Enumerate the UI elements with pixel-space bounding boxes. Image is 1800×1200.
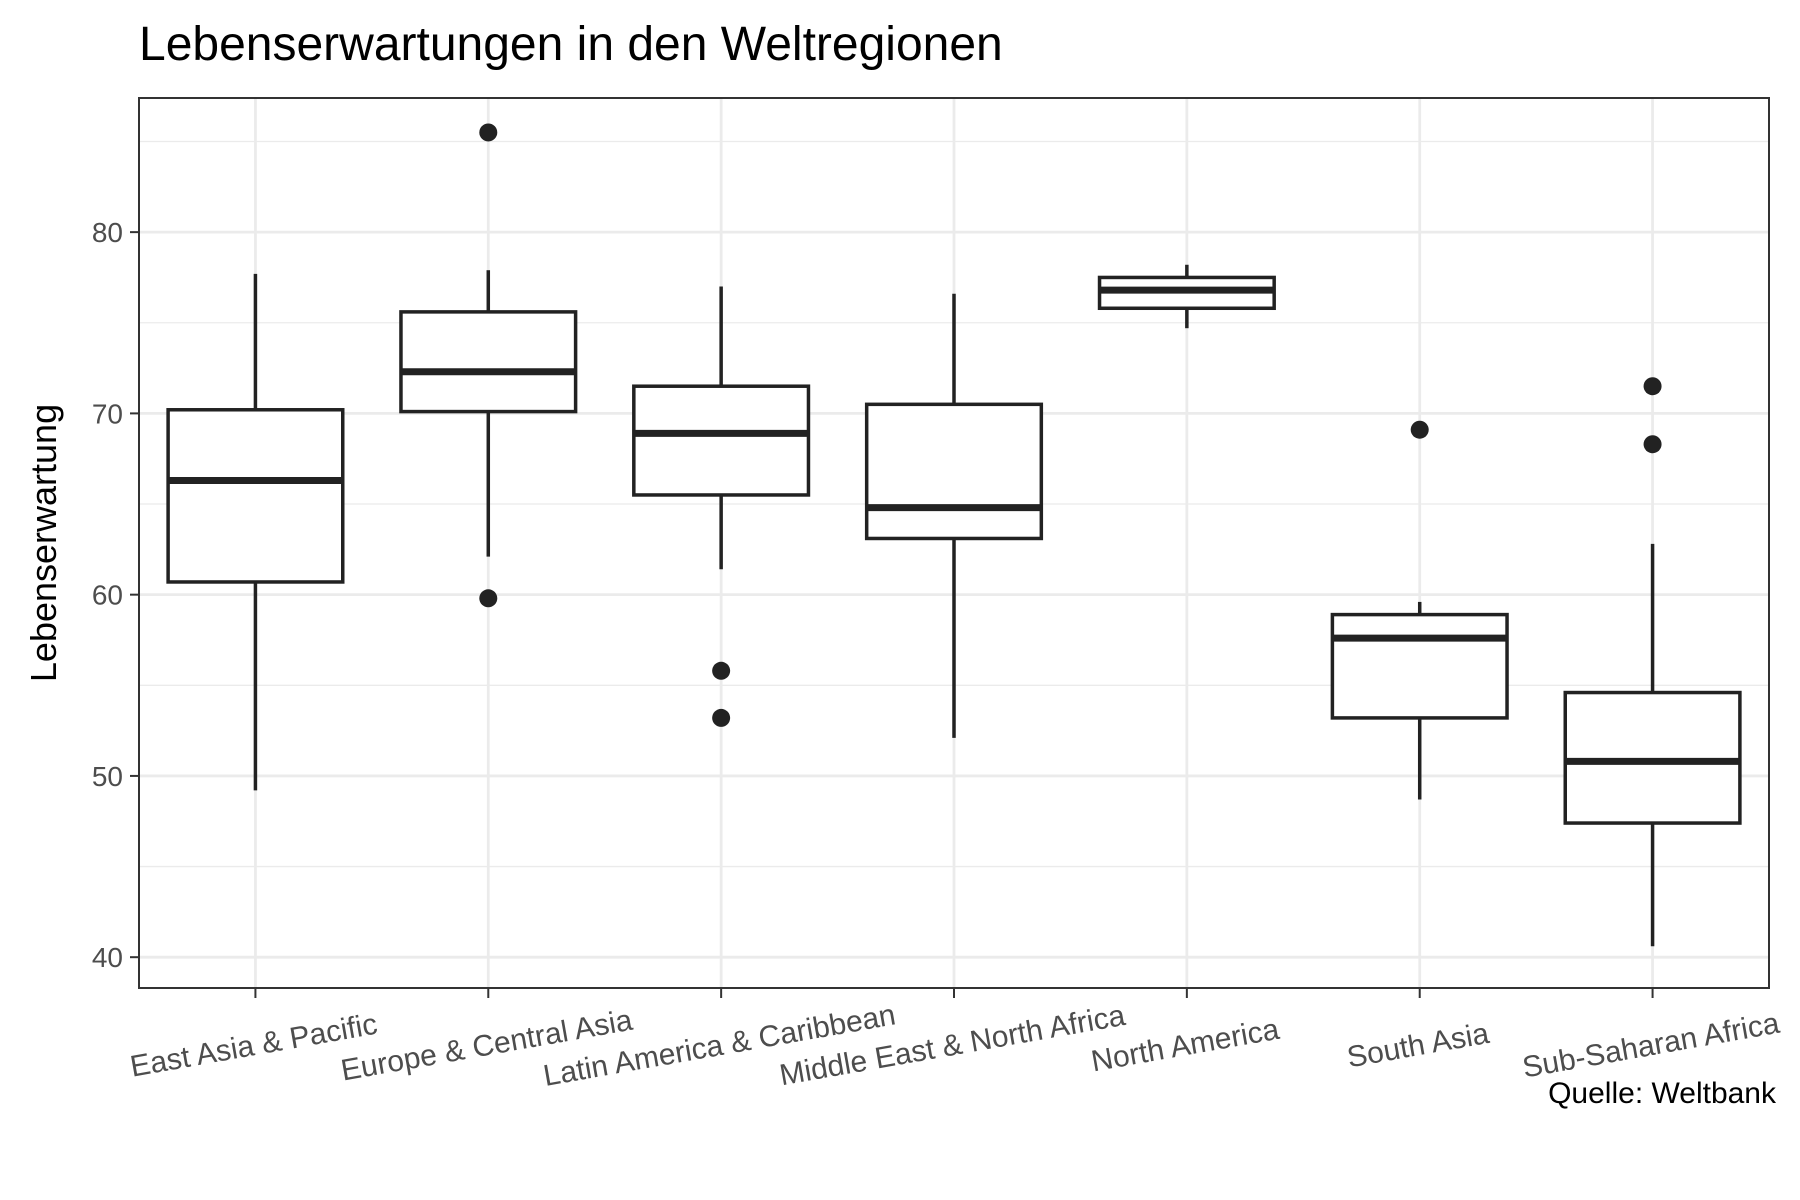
y-tick-label: 40 xyxy=(92,942,123,973)
box-iqr xyxy=(632,384,811,497)
box-group xyxy=(1330,420,1509,800)
box-iqr xyxy=(1330,612,1509,720)
outlier-point xyxy=(1410,420,1429,439)
outlier-point xyxy=(1643,435,1662,454)
chart-caption: Quelle: Weltbank xyxy=(1548,1077,1777,1110)
x-tick-label: South Asia xyxy=(1345,1017,1492,1074)
y-tick-label: 80 xyxy=(92,217,123,248)
y-axis-label: Lebenserwartung xyxy=(23,404,64,682)
outlier-point xyxy=(712,708,731,727)
box-group xyxy=(399,123,578,608)
outlier-point xyxy=(712,661,731,680)
outlier-point xyxy=(1643,377,1662,396)
box-iqr xyxy=(864,402,1044,541)
outlier-point xyxy=(479,589,498,608)
box-group xyxy=(632,286,811,727)
box-iqr xyxy=(399,310,578,414)
box-iqr xyxy=(166,408,345,584)
box-group xyxy=(864,293,1044,738)
box-group xyxy=(1097,264,1276,329)
y-tick-label: 50 xyxy=(92,761,123,792)
y-tick-label: 60 xyxy=(92,580,123,611)
box-layer xyxy=(166,123,1742,947)
box-group xyxy=(166,273,345,791)
y-tick-label: 70 xyxy=(92,398,123,429)
x-tick-label: Sub-Saharan Africa xyxy=(1520,1007,1782,1085)
box-group xyxy=(1563,377,1742,947)
chart-title: Lebenserwartungen in den Weltregionen xyxy=(139,18,1003,71)
box-iqr xyxy=(1563,690,1742,825)
outlier-point xyxy=(479,123,498,142)
